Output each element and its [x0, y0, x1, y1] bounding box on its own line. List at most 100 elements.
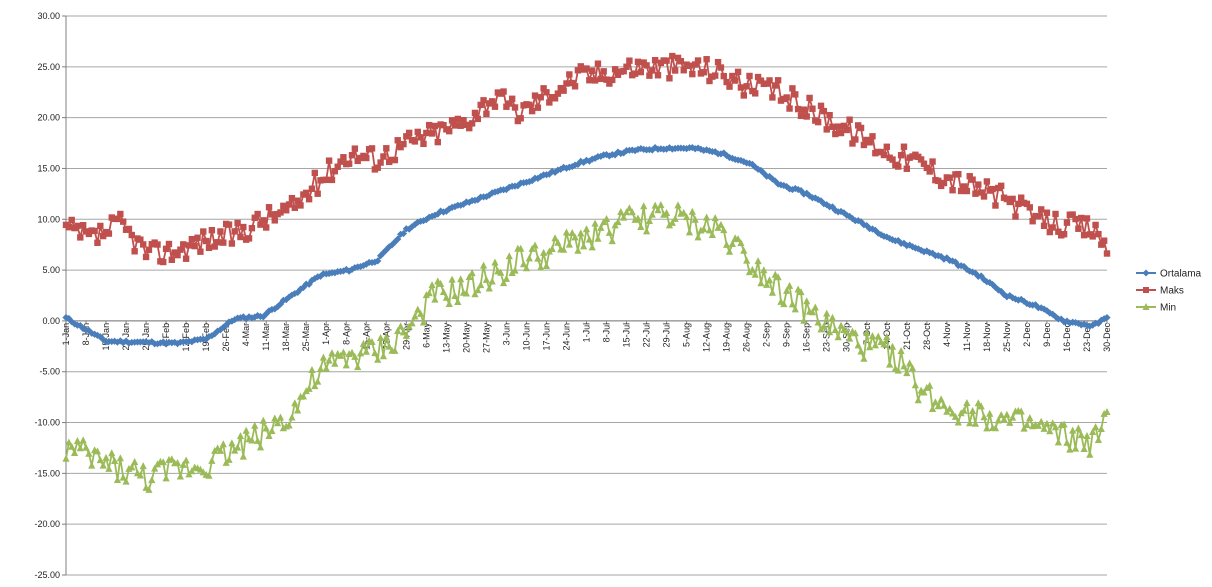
data-point: [946, 404, 954, 412]
data-point: [1026, 413, 1034, 421]
data-point: [420, 140, 427, 148]
data-point: [356, 262, 365, 271]
data-point: [717, 220, 725, 228]
x-tick-label: 15-Jul: [622, 323, 632, 348]
data-point: [949, 187, 956, 194]
data-point: [428, 281, 436, 289]
data-point: [929, 158, 936, 165]
data-point: [477, 101, 484, 109]
data-point: [774, 273, 782, 281]
data-point: [236, 432, 245, 440]
data-point: [866, 343, 874, 351]
data-point: [1100, 237, 1108, 244]
data-point: [426, 121, 433, 129]
data-point: [217, 228, 224, 235]
data-point: [383, 145, 390, 152]
data-point: [93, 447, 102, 455]
data-point: [434, 138, 441, 146]
data-point: [1034, 421, 1042, 429]
data-point: [746, 72, 753, 80]
x-tick-label: 28-Oct: [922, 322, 932, 350]
data-point: [265, 431, 273, 439]
data-point: [694, 57, 702, 64]
data-point: [88, 329, 96, 337]
data-point: [379, 352, 388, 360]
legend-item-min: Min: [1136, 303, 1176, 314]
data-point: [368, 145, 376, 152]
data-point: [1009, 195, 1016, 203]
data-point: [531, 92, 539, 99]
data-point: [1077, 431, 1085, 439]
data-point: [1037, 417, 1045, 425]
data-point: [268, 426, 276, 434]
data-point: [119, 473, 127, 481]
data-point: [740, 246, 748, 254]
data-point: [662, 145, 671, 153]
data-point: [197, 248, 204, 255]
x-tick-label: 22-Jan: [121, 323, 131, 351]
data-point: [574, 67, 582, 74]
data-point: [928, 249, 937, 257]
data-point: [963, 187, 971, 195]
data-point: [208, 226, 216, 234]
data-point: [113, 475, 122, 483]
data-point: [797, 288, 805, 296]
data-point: [288, 413, 296, 421]
y-tick-label: -10.00: [34, 418, 60, 428]
data-point: [986, 409, 994, 417]
data-point: [620, 67, 627, 75]
data-point: [239, 313, 247, 321]
data-point: [705, 226, 714, 234]
x-tick-label: 1-Jul: [582, 323, 592, 343]
data-point: [174, 251, 181, 259]
data-point: [611, 151, 619, 159]
data-point: [935, 177, 942, 185]
data-point: [377, 159, 384, 166]
data-point: [1049, 419, 1057, 427]
data-point: [654, 206, 662, 214]
data-point: [96, 456, 104, 464]
data-point: [216, 446, 225, 454]
data-point: [594, 234, 602, 242]
data-point: [566, 71, 573, 78]
data-point: [940, 179, 948, 187]
data-point: [268, 211, 276, 218]
x-tick-label: 29-Jan: [141, 323, 151, 351]
data-point: [748, 160, 756, 169]
data-point: [65, 223, 73, 231]
data-point: [540, 248, 548, 256]
data-point: [1100, 315, 1108, 323]
data-point: [917, 246, 925, 254]
x-tick-label: 27-May: [481, 322, 491, 353]
data-point: [814, 318, 822, 326]
x-tick-label: 10-Jun: [521, 323, 531, 351]
data-point: [188, 235, 196, 243]
data-point: [637, 68, 645, 76]
data-point: [955, 170, 962, 178]
x-tick-label: 18-Mar: [281, 323, 291, 352]
data-point: [894, 366, 902, 374]
data-point: [288, 291, 296, 299]
data-point: [460, 117, 467, 124]
data-point: [631, 147, 639, 155]
data-point: [686, 62, 693, 69]
data-point: [119, 218, 127, 225]
data-point: [997, 410, 1005, 418]
data-point: [262, 310, 270, 318]
series-maks: [62, 52, 1111, 266]
x-tick-label: 29-Jul: [662, 323, 672, 348]
data-point: [803, 113, 810, 120]
data-point: [634, 58, 642, 66]
data-point: [517, 115, 524, 122]
data-point: [591, 154, 599, 162]
data-point: [400, 140, 407, 148]
data-point: [585, 157, 593, 165]
data-point: [871, 226, 879, 234]
data-point: [294, 288, 302, 297]
data-point: [79, 436, 87, 444]
x-tick-label: 15-Jan: [101, 323, 111, 351]
data-point: [526, 101, 533, 109]
data-point: [345, 267, 353, 275]
data-point: [1023, 200, 1031, 208]
data-point: [609, 76, 616, 84]
